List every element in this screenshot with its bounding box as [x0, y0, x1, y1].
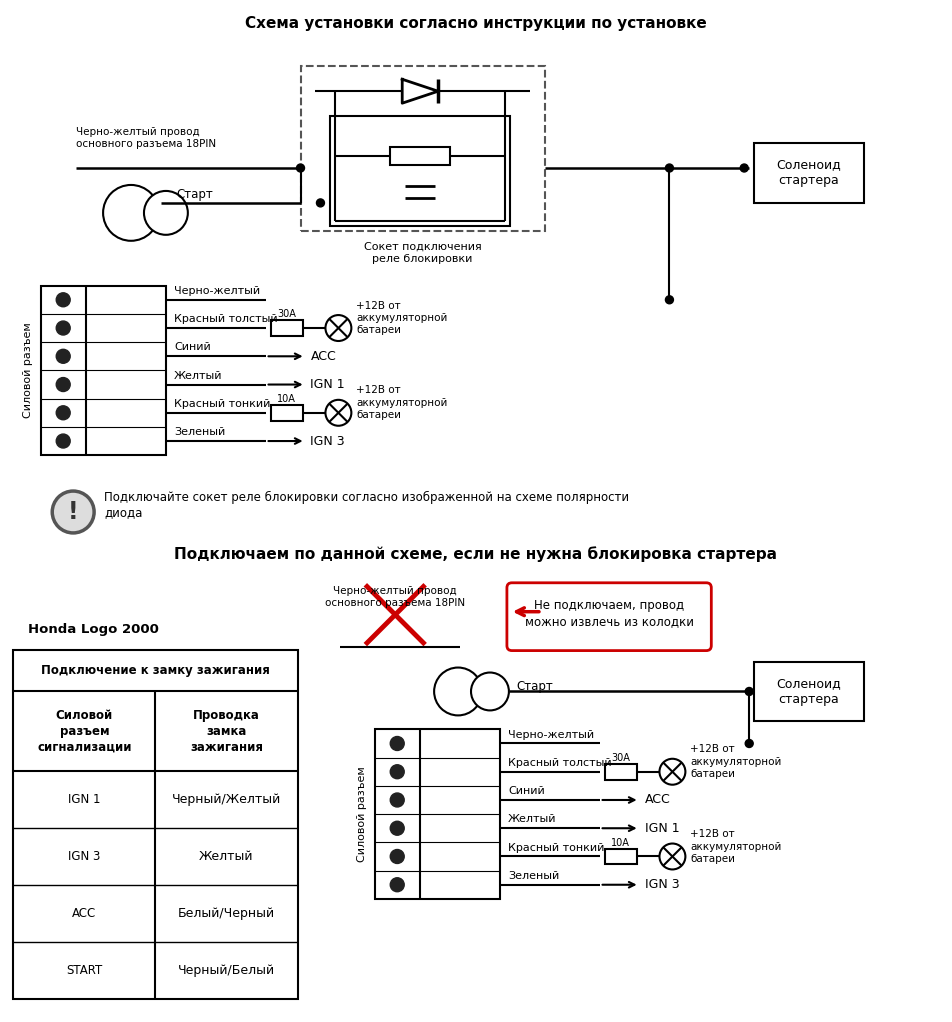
Circle shape — [56, 293, 70, 307]
Circle shape — [296, 164, 305, 172]
Text: Старт: Старт — [176, 188, 212, 201]
Bar — [390, 147, 450, 165]
Text: Силовой разъем: Силовой разъем — [357, 766, 367, 862]
Text: Белый/Черный: Белый/Черный — [178, 907, 275, 920]
Text: Черный/Желтый: Черный/Желтый — [172, 793, 281, 806]
Bar — [301, 66, 545, 231]
Bar — [330, 117, 510, 226]
Circle shape — [471, 672, 509, 710]
Text: 30A: 30A — [277, 309, 296, 319]
Bar — [754, 143, 863, 203]
Text: Желтый: Желтый — [174, 371, 223, 380]
Circle shape — [326, 400, 351, 426]
Text: Черно-желтый провод
основного разъема 18PIN: Черно-желтый провод основного разъема 18… — [76, 127, 216, 149]
Text: Сокет подключения
реле блокировки: Сокет подключения реле блокировки — [364, 241, 482, 264]
Bar — [375, 730, 500, 899]
Text: Силовой
разъем
сигнализации: Силовой разъем сигнализации — [37, 709, 131, 754]
Text: START: START — [67, 964, 103, 977]
Text: Honda Logo 2000: Honda Logo 2000 — [29, 623, 159, 636]
Text: Проводка
замка
зажигания: Проводка замка зажигания — [190, 709, 263, 754]
Circle shape — [390, 764, 405, 779]
Circle shape — [103, 185, 159, 241]
Text: +12В от
аккумуляторной
батареи: +12В от аккумуляторной батареи — [690, 744, 782, 779]
Text: 10A: 10A — [277, 393, 296, 404]
Circle shape — [390, 793, 405, 807]
Text: Синий: Синий — [508, 786, 545, 796]
Text: Схема установки согласно инструкции по установке: Схема установки согласно инструкции по у… — [245, 16, 707, 31]
Circle shape — [434, 667, 482, 715]
Bar — [605, 763, 637, 780]
Text: IGN 1: IGN 1 — [310, 378, 346, 391]
Text: Желтый: Желтый — [508, 815, 556, 825]
Text: Подключение к замку зажигания: Подключение к замку зажигания — [41, 664, 269, 677]
Text: Черно-желтый: Черно-желтый — [508, 730, 594, 740]
Text: 10A: 10A — [611, 838, 630, 847]
Text: IGN 3: IGN 3 — [310, 434, 346, 448]
Text: Подключайте сокет реле блокировки согласно изображенной на схеме полярности
диод: Подключайте сокет реле блокировки соглас… — [104, 491, 629, 519]
Text: Зеленый: Зеленый — [508, 871, 559, 881]
Circle shape — [665, 295, 673, 304]
Circle shape — [745, 688, 753, 695]
Text: Зеленый: Зеленый — [174, 427, 225, 437]
Circle shape — [745, 740, 753, 747]
Text: Желтый: Желтый — [199, 850, 254, 863]
Text: !: ! — [68, 500, 78, 524]
Text: +12В от
аккумуляторной
батареи: +12В от аккумуляторной батареи — [356, 385, 447, 420]
Text: IGN 1: IGN 1 — [645, 822, 679, 835]
Text: Красный толстый: Красный толстый — [174, 314, 278, 324]
Bar — [270, 405, 303, 421]
Bar — [754, 661, 863, 722]
Circle shape — [316, 199, 325, 206]
Text: Соленоид
стартера: Соленоид стартера — [777, 158, 842, 187]
Text: +12В от
аккумуляторной
батареи: +12В от аккумуляторной батареи — [356, 300, 447, 335]
Circle shape — [56, 377, 70, 391]
Text: Красный тонкий: Красный тонкий — [508, 842, 605, 852]
Text: +12В от
аккумуляторной
батареи: +12В от аккумуляторной батареи — [690, 829, 782, 864]
Circle shape — [390, 822, 405, 835]
Circle shape — [390, 849, 405, 864]
Text: Черный/Белый: Черный/Белый — [178, 964, 275, 977]
Text: Красный тонкий: Красный тонкий — [174, 399, 270, 409]
Circle shape — [56, 321, 70, 335]
Text: IGN 3: IGN 3 — [69, 850, 101, 863]
Text: ACC: ACC — [72, 907, 96, 920]
Text: Черно-желтый: Черно-желтый — [174, 286, 260, 295]
Text: Синий: Синий — [174, 342, 210, 353]
Circle shape — [660, 843, 685, 870]
Text: Старт: Старт — [516, 680, 552, 693]
Circle shape — [56, 434, 70, 448]
Circle shape — [665, 164, 673, 172]
Circle shape — [144, 191, 188, 235]
Text: Не подключаем, провод
можно извлечь из колодки: Не подключаем, провод можно извлечь из к… — [525, 599, 694, 629]
Circle shape — [326, 315, 351, 341]
Circle shape — [390, 737, 405, 750]
Circle shape — [390, 878, 405, 892]
Text: Черно-желтый провод
основного разъема 18PIN: Черно-желтый провод основного разъема 18… — [326, 586, 466, 608]
Circle shape — [56, 406, 70, 420]
Text: Силовой разъем: Силовой разъем — [23, 323, 33, 418]
Text: Соленоид
стартера: Соленоид стартера — [777, 677, 842, 706]
Circle shape — [56, 350, 70, 363]
Circle shape — [660, 758, 685, 785]
Bar — [41, 286, 166, 455]
Bar — [270, 320, 303, 336]
Bar — [605, 848, 637, 865]
Text: ACC: ACC — [645, 793, 670, 806]
Text: Красный толстый: Красный толстый — [508, 757, 611, 768]
Text: ACC: ACC — [310, 350, 336, 363]
Text: Подключаем по данной схеме, если не нужна блокировка стартера: Подключаем по данной схеме, если не нужн… — [174, 546, 778, 562]
Circle shape — [741, 164, 748, 172]
FancyBboxPatch shape — [506, 583, 711, 651]
Bar — [13, 650, 298, 998]
Circle shape — [52, 491, 94, 532]
Text: IGN 1: IGN 1 — [69, 793, 101, 806]
Text: 30A: 30A — [611, 753, 630, 762]
Text: IGN 3: IGN 3 — [645, 878, 679, 891]
